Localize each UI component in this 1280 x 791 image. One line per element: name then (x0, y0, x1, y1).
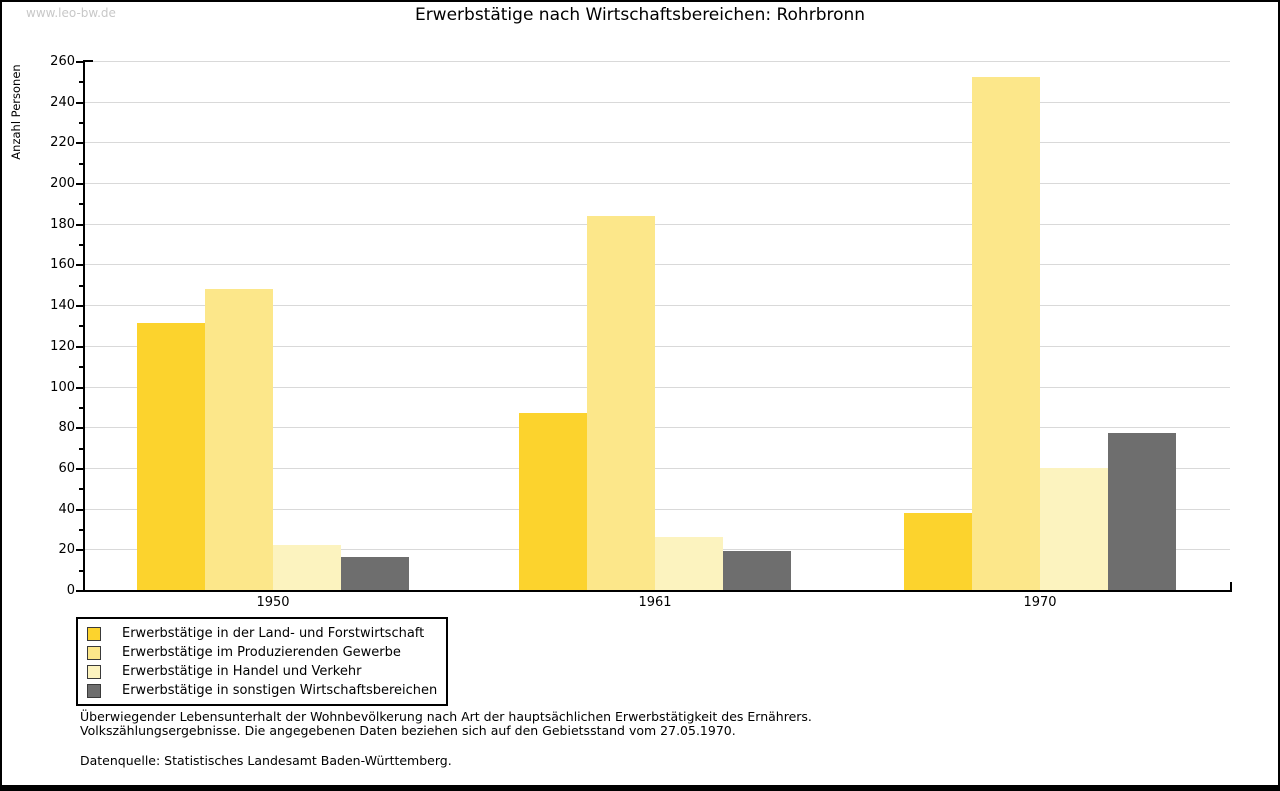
gridline (85, 142, 1230, 143)
gridline (85, 387, 1230, 388)
y-axis-minor-tick (79, 488, 83, 490)
y-axis-tick-label: 100 (50, 380, 75, 395)
y-axis-major-tick (76, 427, 83, 429)
gridline (85, 264, 1230, 265)
y-axis-minor-tick (79, 122, 83, 124)
x-axis-line (83, 590, 1232, 592)
y-axis-minor-tick (79, 448, 83, 450)
y-axis-tick-label: 120 (50, 339, 75, 354)
y-axis-minor-tick (79, 529, 83, 531)
y-axis-major-tick (76, 590, 83, 592)
y-axis-minor-tick (79, 407, 83, 409)
gridline (85, 102, 1230, 103)
legend-item: Erwerbstätige in der Land- und Forstwirt… (87, 624, 446, 643)
bar (1040, 468, 1108, 590)
legend-swatch (87, 683, 101, 698)
gridline (85, 183, 1230, 184)
y-axis-major-tick (76, 346, 83, 348)
x-axis-end-tick (1230, 582, 1232, 590)
legend-swatch (87, 664, 101, 679)
y-axis-tick-label: 200 (50, 176, 75, 191)
legend: Erwerbstätige in der Land- und Forstwirt… (76, 617, 448, 706)
y-axis-major-tick (76, 102, 83, 104)
y-axis-tick-label: 180 (50, 217, 75, 232)
y-axis-minor-tick (79, 325, 83, 327)
gridline (85, 468, 1230, 469)
y-axis-major-tick (76, 509, 83, 511)
y-axis-line (83, 60, 85, 592)
y-axis-major-tick (76, 61, 83, 63)
bar (273, 545, 341, 590)
y-axis-tick-label: 80 (58, 420, 75, 435)
bar (904, 513, 972, 590)
y-axis-major-tick (76, 305, 83, 307)
y-axis-tick-label: 220 (50, 135, 75, 150)
legend-item-label: Erwerbstätige in der Land- und Forstwirt… (122, 626, 425, 641)
bar (587, 216, 655, 590)
legend-item-label: Erwerbstätige in Handel und Verkehr (122, 664, 362, 679)
watermark: www.leo-bw.de (26, 6, 116, 20)
chart-title: Erwerbstätige nach Wirtschaftsbereichen:… (414, 5, 866, 25)
bar (341, 557, 409, 590)
bar (137, 323, 205, 590)
legend-item-label: Erwerbstätige im Produzierenden Gewerbe (122, 645, 401, 660)
y-axis-minor-tick (79, 203, 83, 205)
footnote-line-1: Überwiegender Lebensunterhalt der Wohnbe… (80, 709, 812, 724)
bar (519, 413, 587, 590)
y-axis-tick-label: 260 (50, 54, 75, 69)
y-axis-major-tick (76, 264, 83, 266)
y-axis-minor-tick (79, 285, 83, 287)
y-axis-tick-label: 60 (58, 461, 75, 476)
bar (723, 551, 791, 590)
y-axis-tick-label: 160 (50, 257, 75, 272)
x-axis-label: 1970 (1023, 595, 1057, 610)
y-axis-major-tick (76, 387, 83, 389)
y-axis-major-tick (76, 142, 83, 144)
y-axis-tick-label: 140 (50, 298, 75, 313)
gridline (85, 61, 1230, 62)
y-axis-minor-tick (79, 366, 83, 368)
gridline (85, 224, 1230, 225)
gridline (85, 509, 1230, 510)
y-axis-major-tick (76, 224, 83, 226)
y-axis-minor-tick (79, 570, 83, 572)
y-axis-tick-label: 20 (58, 542, 75, 557)
y-axis-minor-tick (79, 244, 83, 246)
y-axis-tick-label: 40 (58, 502, 75, 517)
y-axis-tick-label: 0 (66, 583, 75, 598)
gridline (85, 427, 1230, 428)
x-axis-label: 1961 (638, 595, 672, 610)
y-axis-major-tick (76, 549, 83, 551)
legend-item: Erwerbstätige in Handel und Verkehr (87, 662, 446, 681)
bar (1108, 433, 1176, 590)
legend-item: Erwerbstätige in sonstigen Wirtschaftsbe… (87, 681, 446, 700)
gridline (85, 305, 1230, 306)
bar (205, 289, 273, 590)
data-source-note: Datenquelle: Statistisches Landesamt Bad… (80, 753, 452, 768)
y-axis-tick-label: 240 (50, 95, 75, 110)
legend-item-label: Erwerbstätige in sonstigen Wirtschaftsbe… (122, 683, 438, 698)
y-axis-end-tick (85, 60, 93, 62)
legend-swatch (87, 645, 101, 660)
gridline (85, 346, 1230, 347)
bar (655, 537, 723, 590)
y-axis-major-tick (76, 183, 83, 185)
bar (972, 77, 1040, 590)
y-axis-minor-tick (79, 163, 83, 165)
x-axis-label: 1950 (256, 595, 290, 610)
legend-swatch (87, 626, 101, 641)
y-axis-major-tick (76, 468, 83, 470)
y-axis-minor-tick (79, 81, 83, 83)
footnote-line-2: Volkszählungsergebnisse. Die angegebenen… (80, 723, 736, 738)
legend-item: Erwerbstätige im Produzierenden Gewerbe (87, 643, 446, 662)
